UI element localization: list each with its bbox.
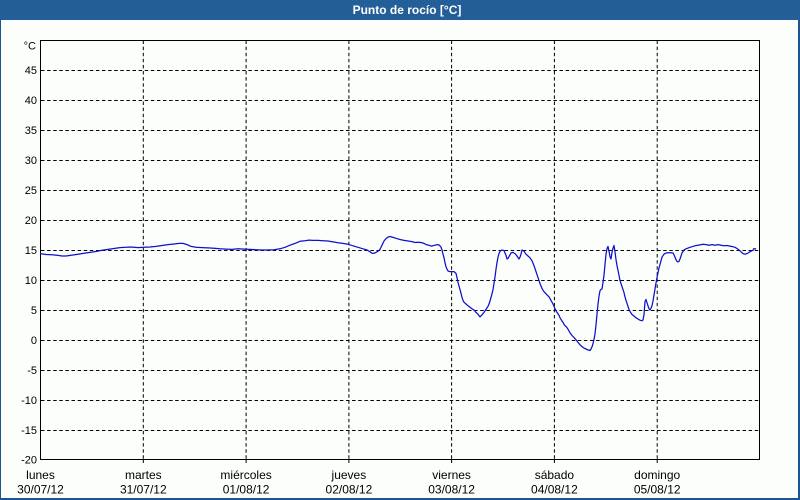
svg-text:Punto de rocío [°C]: Punto de rocío [°C] [353,3,462,17]
svg-text:40: 40 [25,95,37,107]
svg-text:20: 20 [25,215,37,227]
svg-text:01/08/12: 01/08/12 [223,483,270,497]
svg-text:31/07/12: 31/07/12 [120,483,167,497]
svg-text:miércoles: miércoles [220,468,271,482]
svg-text:0: 0 [31,335,37,347]
svg-text:10: 10 [25,275,37,287]
svg-text:lunes: lunes [26,468,55,482]
svg-text:04/08/12: 04/08/12 [531,483,578,497]
svg-text:5: 5 [31,305,37,317]
svg-text:martes: martes [125,468,162,482]
svg-text:05/08/12: 05/08/12 [634,483,681,497]
svg-text:-20: -20 [21,455,37,467]
svg-text:-5: -5 [27,365,37,377]
svg-text:30: 30 [25,155,37,167]
svg-text:sábado: sábado [535,468,575,482]
svg-text:35: 35 [25,125,37,137]
svg-text:viernes: viernes [432,468,471,482]
svg-text:02/08/12: 02/08/12 [326,483,373,497]
svg-text:03/08/12: 03/08/12 [428,483,475,497]
svg-text:15: 15 [25,245,37,257]
svg-text:45: 45 [25,65,37,77]
svg-text:30/07/12: 30/07/12 [17,483,64,497]
svg-text:-10: -10 [21,395,37,407]
svg-text:°C: °C [24,41,36,53]
svg-text:domingo: domingo [634,468,680,482]
svg-text:-15: -15 [21,425,37,437]
svg-text:jueves: jueves [331,468,367,482]
svg-text:25: 25 [25,185,37,197]
